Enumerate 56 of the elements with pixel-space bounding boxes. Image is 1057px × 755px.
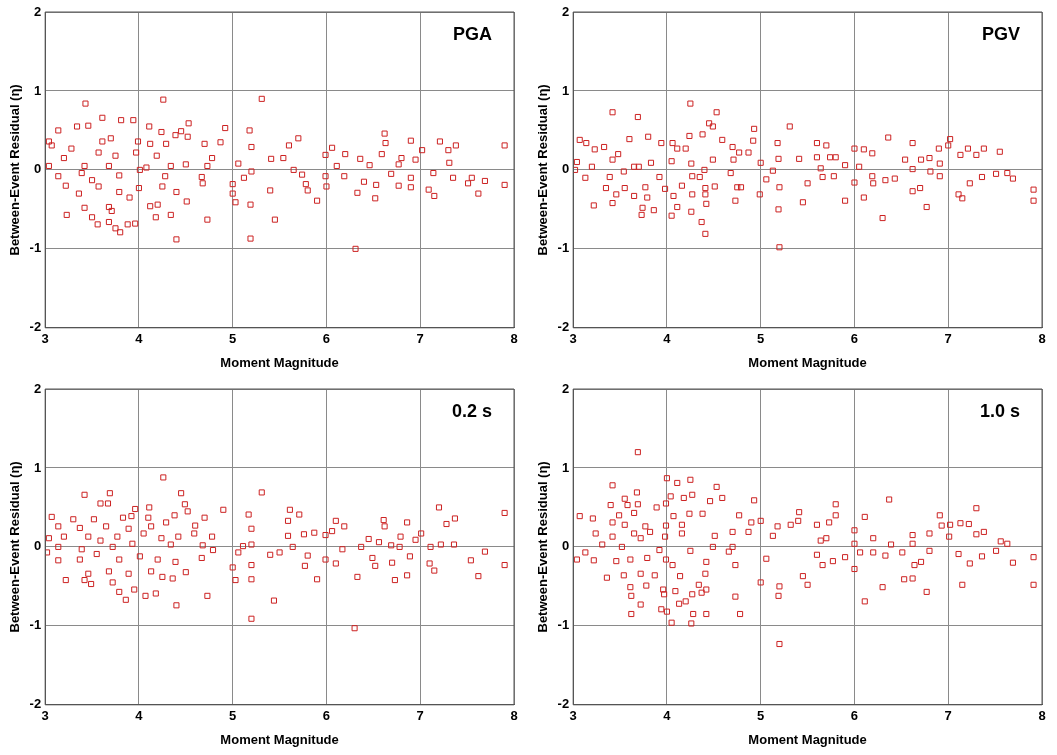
y-tick-label: 2 — [561, 3, 570, 19]
y-tick-label: -2 — [29, 696, 42, 712]
text: 0.2 s — [451, 400, 492, 421]
x-tick-label: 7 — [416, 331, 424, 347]
x-tick-label: 5 — [757, 331, 765, 347]
x-axis-title: Moment Magnitude — [748, 731, 867, 747]
text: PGV — [981, 23, 1020, 44]
y-axis-title: Between-Event Residual (η) — [7, 461, 23, 633]
y-tick-label: 2 — [33, 380, 42, 396]
y-tick-label: 1 — [33, 459, 42, 475]
x-tick-label: 7 — [944, 708, 952, 724]
y-axis-title: Between-Event Residual (η) — [535, 461, 551, 633]
y-tick-label: 1 — [561, 459, 570, 475]
x-tick-label: 6 — [850, 708, 859, 724]
x-tick-label: 3 — [569, 708, 577, 724]
x-tick-label: 5 — [757, 708, 765, 724]
x-axis-title: Moment Magnitude — [220, 354, 339, 370]
x-tick-label: 5 — [229, 708, 237, 724]
y-tick-label: -2 — [29, 319, 42, 335]
y-tick-label: 2 — [33, 3, 42, 19]
x-tick-label: 8 — [1038, 331, 1046, 347]
x-tick-label: 8 — [1038, 708, 1046, 724]
y-axis-title: Between-Event Residual (η) — [7, 84, 23, 256]
x-tick-label: 7 — [416, 708, 424, 724]
x-tick-label: 7 — [944, 331, 952, 347]
y-tick-label: -1 — [29, 240, 42, 256]
x-tick-label: 3 — [41, 708, 49, 724]
y-tick-label: 1 — [33, 82, 42, 98]
y-tick-label: -1 — [29, 617, 42, 633]
y-tick-label: -1 — [557, 240, 570, 256]
x-axis-title: Moment Magnitude — [220, 731, 339, 747]
x-tick-label: 6 — [322, 708, 331, 724]
x-tick-label: 8 — [510, 331, 518, 347]
x-tick-label: 6 — [322, 331, 331, 347]
x-tick-label: 4 — [663, 331, 672, 347]
y-tick-label: 2 — [561, 380, 570, 396]
x-tick-label: 5 — [229, 331, 237, 347]
text: PGA — [452, 23, 492, 44]
y-tick-label: 0 — [561, 161, 570, 177]
x-tick-label: 4 — [135, 331, 144, 347]
y-tick-label: 1 — [561, 82, 570, 98]
x-tick-label: 6 — [850, 331, 859, 347]
x-tick-label: 3 — [569, 331, 577, 347]
y-tick-label: 0 — [561, 538, 570, 554]
y-tick-label: -2 — [557, 696, 570, 712]
x-tick-label: 8 — [510, 708, 518, 724]
text: 1.0 s — [979, 400, 1020, 421]
y-tick-label: -1 — [557, 617, 570, 633]
x-tick-label: 3 — [41, 331, 49, 347]
y-tick-label: -2 — [557, 319, 570, 335]
y-axis-title: Between-Event Residual (η) — [535, 84, 551, 256]
y-tick-label: 0 — [33, 161, 42, 177]
x-tick-label: 4 — [135, 708, 144, 724]
x-tick-label: 4 — [663, 708, 672, 724]
x-axis-title: Moment Magnitude — [748, 354, 867, 370]
y-tick-label: 0 — [33, 538, 42, 554]
